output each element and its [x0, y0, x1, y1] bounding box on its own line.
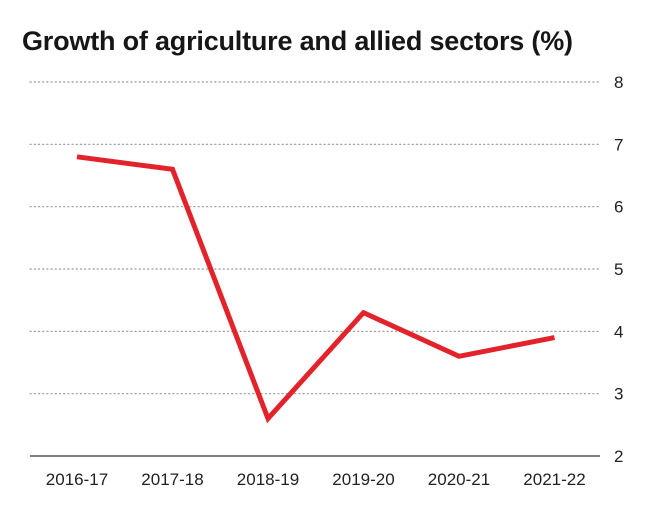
chart-title: Growth of agriculture and allied sectors…	[22, 26, 573, 56]
y-tick-label: 6	[614, 198, 623, 217]
x-tick-label: 2021-22	[523, 470, 585, 489]
y-tick-label: 7	[614, 135, 623, 154]
series-line	[76, 154, 555, 424]
y-tick-label: 3	[614, 385, 623, 404]
x-tick-label: 2019-20	[332, 470, 394, 489]
y-tick-label: 8	[614, 73, 623, 92]
x-tick-label: 2017-18	[141, 470, 203, 489]
x-tick-label: 2016-17	[46, 470, 108, 489]
x-tick-label: 2020-21	[428, 470, 490, 489]
y-tick-label: 2	[614, 447, 623, 466]
y-tick-label: 5	[614, 260, 623, 279]
y-tick-label: 4	[614, 322, 623, 341]
x-tick-label: 2018-19	[237, 470, 299, 489]
